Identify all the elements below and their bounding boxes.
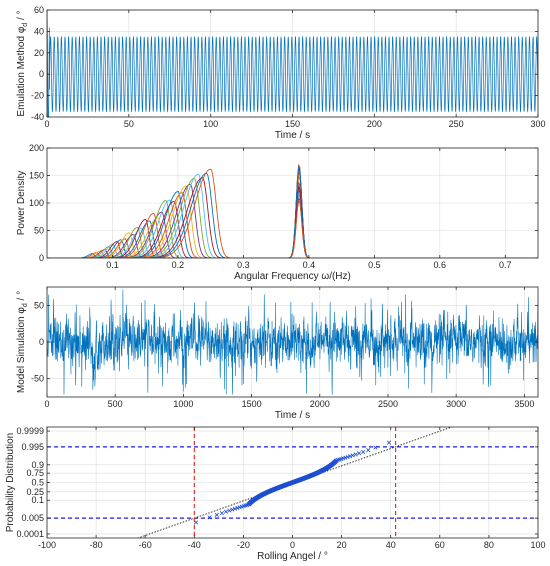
y-tick-label: 0.9999 (16, 426, 44, 436)
y-tick-label: 0.1 (31, 495, 44, 505)
y-tick-label: 0.25 (26, 487, 44, 497)
x-tick-label: 60 (435, 540, 445, 550)
y-axis-label: Model Simulation φd / ° (16, 291, 29, 393)
data-marker (353, 452, 358, 457)
power-density-plot: 0.1 0.2 0.3 0.4 0.5 0.6 0.7 0 50 100 150 200 Angular… (16, 143, 539, 282)
x-tick-label: -40 (188, 540, 201, 550)
x-tick-label: 0.4 (303, 260, 316, 270)
data-marker (345, 454, 350, 460)
data-marker (214, 512, 219, 517)
y-tick-label: 200 (29, 143, 44, 153)
x-tick-label: 0.6 (434, 260, 447, 270)
x-tick-label: 20 (337, 540, 347, 550)
y-tick-label: 100 (29, 198, 44, 208)
x-tick-label: 100 (530, 540, 545, 550)
y-axis-label: Power Density (16, 171, 27, 235)
y-tick-label: -20 (31, 91, 44, 101)
x-tick-label: 2500 (378, 399, 398, 409)
ylabel-main: Power Density (16, 171, 27, 235)
data-marker (361, 449, 366, 454)
data-marker (350, 453, 355, 458)
x-tick-label: 0.3 (237, 260, 250, 270)
y-tick-label: 0.005 (21, 513, 44, 523)
data-marker (230, 507, 235, 512)
probability-distribution-plot: -100 -80 -60 -40 -20 0 20 40 60 80 100 0.0001 0.005 0… (5, 426, 546, 562)
x-tick-label: 1500 (242, 399, 262, 409)
data-marker (232, 506, 238, 511)
data-marker (356, 451, 362, 456)
x-tick-label: 2000 (310, 399, 330, 409)
x-tick-label: 500 (108, 399, 123, 409)
x-tick-label: -60 (139, 540, 152, 550)
emulation-method-plot: 0 50 100 150 200 250 300 -40 -20 0 20 40 60 Time / s E… (16, 5, 546, 141)
ylabel-subscript: d (22, 303, 29, 307)
ylabel-subscript: d (22, 23, 29, 27)
ylabel-unit: / ° (16, 10, 27, 22)
x-tick-label: 0 (44, 399, 49, 409)
data-marker (227, 508, 232, 513)
x-tick-label: 3000 (446, 399, 466, 409)
data-marker (347, 454, 353, 459)
ylabel-main: Probability Distribution (5, 433, 16, 533)
x-axis-label: Rolling Angel / ° (257, 551, 328, 562)
y-tick-label: 150 (29, 171, 44, 181)
data-marker (219, 511, 224, 516)
x-tick-label: 200 (367, 119, 382, 129)
x-tick-label: 40 (386, 540, 396, 550)
x-tick-label: -80 (90, 540, 103, 550)
x-tick-label: 80 (484, 540, 494, 550)
y-tick-label: 0 (39, 253, 44, 263)
series-line-model (47, 289, 538, 395)
y-tick-label: 60 (34, 5, 44, 15)
spectrum-line (47, 168, 538, 258)
y-tick-label: -40 (31, 112, 44, 122)
y-tick-label: 50 (34, 226, 44, 236)
y-tick-label: 0.0001 (16, 529, 44, 539)
y-tick-label: 40 (34, 26, 44, 36)
data-markers (193, 440, 392, 525)
data-marker (223, 509, 229, 514)
y-axis-label: Probability Distribution (5, 433, 16, 533)
spectrum-line (47, 166, 538, 258)
x-tick-label: 1000 (173, 399, 193, 409)
x-axis-label: Time / s (275, 130, 310, 141)
x-tick-label: 3500 (514, 399, 534, 409)
x-tick-label: 0.7 (499, 260, 512, 270)
x-tick-label: 50 (124, 119, 134, 129)
data-marker (386, 440, 392, 445)
y-axis-label: Emulation Method φd / ° (16, 10, 29, 116)
y-tick-label: 0 (39, 69, 44, 79)
x-tick-label: 0.1 (106, 260, 119, 270)
x-tick-label: 0.5 (368, 260, 381, 270)
x-tick-label: 0 (290, 540, 295, 550)
y-tick-label: 20 (34, 48, 44, 58)
x-tick-label: 150 (285, 119, 300, 129)
ylabel-main: Model Simulation φ (16, 307, 27, 393)
x-axis-label: Angular Frequency ω/(Hz) (234, 271, 351, 282)
y-tick-label: 50 (34, 300, 44, 310)
x-tick-label: -100 (38, 540, 56, 550)
y-tick-label: 0.9 (31, 460, 44, 470)
x-tick-label: 0 (44, 119, 49, 129)
x-tick-label: 0.2 (172, 260, 185, 270)
y-tick-label: 0.75 (26, 468, 44, 478)
ylabel-unit: / ° (16, 291, 27, 303)
model-simulation-plot: 0 500 1000 1500 2000 2500 3000 3500 -50 0 50 Time /… (16, 286, 539, 421)
ylabel-main: Emulation Method φ (16, 26, 27, 116)
x-tick-label: -20 (237, 540, 250, 550)
x-tick-label: 100 (203, 119, 218, 129)
x-tick-label: 300 (530, 119, 545, 129)
spectra-group (47, 164, 538, 258)
series-line-emulation (47, 12, 538, 117)
y-tick-label: 0.995 (21, 442, 44, 452)
x-axis-label: Time / s (275, 410, 310, 421)
x-tick-label: 250 (449, 119, 464, 129)
y-tick-label: -50 (31, 374, 44, 384)
data-marker (366, 448, 371, 453)
probability-content (47, 427, 538, 538)
y-tick-label: 0 (39, 337, 44, 347)
y-tick-label: 0.5 (31, 478, 44, 488)
